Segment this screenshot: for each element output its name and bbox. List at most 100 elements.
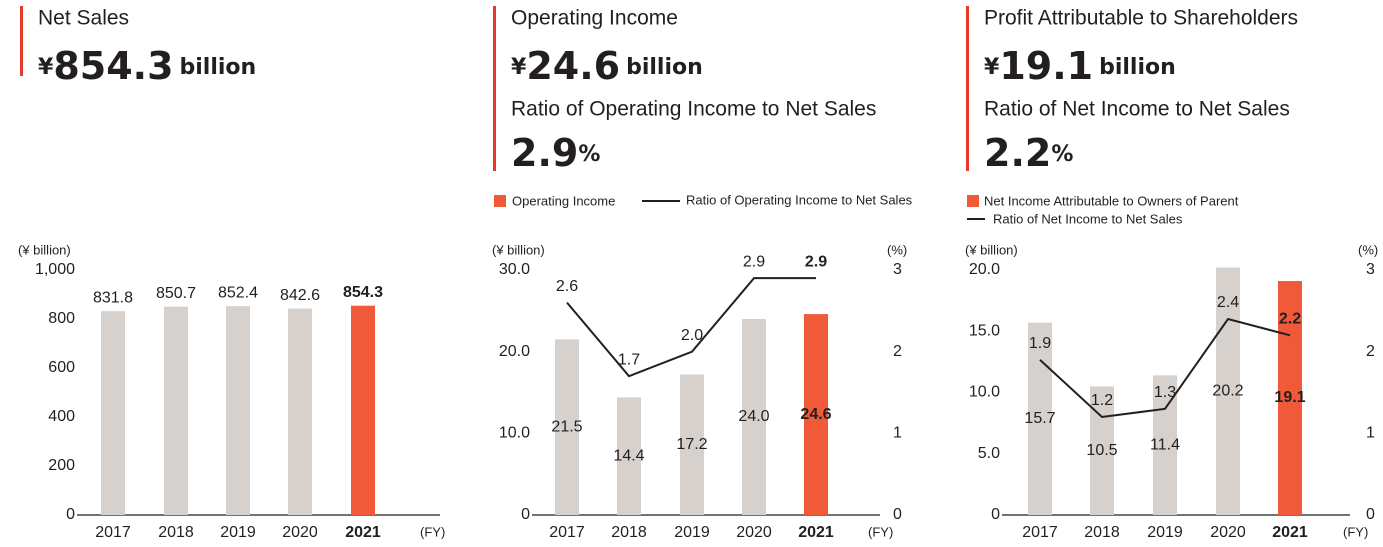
x-tick-label: 2018 <box>611 524 647 541</box>
headline-figure: 19.1 <box>999 44 1093 88</box>
y-tick-label: 0 <box>521 506 530 523</box>
x-tick-label: 2017 <box>95 524 131 541</box>
headline-unit: billion <box>180 55 257 80</box>
y-tick-label: 10.0 <box>969 384 1000 401</box>
y2-tick-label: 0 <box>893 506 902 523</box>
y-tick-label: 20.0 <box>499 343 530 360</box>
line-label: 2.9 <box>805 253 827 270</box>
y-tick-label: 400 <box>48 408 75 425</box>
header-accent <box>493 6 496 171</box>
data-label: 17.2 <box>676 436 707 453</box>
x-tick-label: 2020 <box>1210 524 1246 541</box>
headline: ¥854.3 billion <box>38 44 256 88</box>
y-tick-label: 5.0 <box>978 445 1000 462</box>
subheadline-figure: 2.2 <box>984 131 1051 175</box>
y-axis-label: (¥ billion) <box>18 242 71 257</box>
headline-prefix: ¥ <box>984 55 1000 80</box>
y-tick-label: 30.0 <box>499 261 530 278</box>
data-label: 831.8 <box>93 289 133 306</box>
legend-label: Ratio of Operating Income to Net Sales <box>686 192 913 207</box>
bar <box>680 374 704 515</box>
line-label: 1.3 <box>1154 384 1176 401</box>
data-label: 11.4 <box>1150 436 1180 453</box>
subheadline-unit: % <box>1051 142 1073 167</box>
subheadline-unit: % <box>578 142 600 167</box>
data-label: 21.5 <box>551 418 582 435</box>
data-label: 24.6 <box>800 406 831 423</box>
legend-label: Net Income Attributable to Owners of Par… <box>984 193 1239 208</box>
x-tick-label: 2021 <box>345 524 381 541</box>
x-axis-label: (FY) <box>868 524 893 539</box>
y2-tick-label: 2 <box>1366 343 1375 360</box>
data-label: 842.6 <box>280 287 320 304</box>
headline-unit: billion <box>626 55 703 80</box>
bar <box>742 319 766 515</box>
headline-prefix: ¥ <box>511 55 527 80</box>
y-tick-label: 800 <box>48 310 75 327</box>
x-tick-label: 2018 <box>158 524 194 541</box>
y-tick-label: 600 <box>48 359 75 376</box>
bar <box>226 306 250 515</box>
line <box>1039 317 1291 419</box>
headline-figure: 24.6 <box>526 44 620 88</box>
data-label: 24.0 <box>738 408 769 425</box>
y-tick-label: 200 <box>48 457 75 474</box>
line-label: 2.9 <box>743 253 765 270</box>
x-tick-label: 2019 <box>1147 524 1183 541</box>
data-label: 850.7 <box>156 285 196 302</box>
chart-panel: Net Sales ¥854.3 billion (¥ billion) 0 200 400… <box>18 6 445 541</box>
bar <box>804 314 828 515</box>
panel-title: Operating Income <box>511 7 678 30</box>
headline-prefix: ¥ <box>38 55 54 80</box>
y2-tick-label: 2 <box>893 343 902 360</box>
data-label: 854.3 <box>343 284 383 301</box>
bar <box>617 397 641 515</box>
x-tick-label: 2019 <box>220 524 256 541</box>
y-tick-label: 1,000 <box>35 261 75 278</box>
panel-title: Net Sales <box>38 7 129 30</box>
data-label: 14.4 <box>613 447 644 464</box>
bar <box>1216 267 1240 515</box>
x-tick-label: 2020 <box>282 524 318 541</box>
y2-tick-label: 0 <box>1366 506 1375 523</box>
y2-tick-label: 1 <box>1366 425 1375 442</box>
data-label: 20.2 <box>1212 382 1243 399</box>
panel-title: Profit Attributable to Shareholders <box>984 7 1298 30</box>
y-tick-label: 10.0 <box>499 425 530 442</box>
y2-tick-label: 1 <box>893 425 902 442</box>
bar <box>1028 322 1052 515</box>
bar <box>164 306 188 515</box>
headline: ¥19.1 billion <box>984 44 1176 88</box>
x-axis-label: (FY) <box>1343 524 1368 539</box>
headline: ¥24.6 billion <box>511 44 703 88</box>
line-label: 2.0 <box>681 327 703 344</box>
line-label: 2.2 <box>1279 311 1301 328</box>
x-tick-label: 2018 <box>1084 524 1120 541</box>
bar <box>351 305 375 515</box>
bar <box>1090 386 1114 515</box>
data-label: 15.7 <box>1024 410 1055 427</box>
line-label: 1.9 <box>1029 335 1051 352</box>
data-label: 10.5 <box>1086 442 1117 459</box>
legend-label: Ratio of Net Income to Net Sales <box>993 211 1183 226</box>
y2-axis-label: (%) <box>1358 242 1378 257</box>
bar <box>101 311 125 515</box>
subtitle: Ratio of Operating Income to Net Sales <box>511 98 876 121</box>
subtitle: Ratio of Net Income to Net Sales <box>984 98 1290 121</box>
x-tick-label: 2020 <box>736 524 772 541</box>
y-tick-label: 0 <box>66 506 75 523</box>
legend-swatch <box>494 195 506 207</box>
y-tick-label: 15.0 <box>969 322 1000 339</box>
x-tick-label: 2017 <box>1022 524 1058 541</box>
x-tick-label: 2017 <box>549 524 585 541</box>
line-label: 2.6 <box>556 278 578 295</box>
chart-panel: Profit Attributable to Shareholders ¥19.1… <box>965 6 1378 541</box>
bar <box>1278 281 1302 515</box>
header-accent <box>966 6 969 171</box>
headline-figure: 854.3 <box>53 44 173 88</box>
x-tick-label: 2021 <box>1272 524 1308 541</box>
subheadline: 2.2% <box>984 131 1073 175</box>
legend-label: Operating Income <box>512 193 615 208</box>
